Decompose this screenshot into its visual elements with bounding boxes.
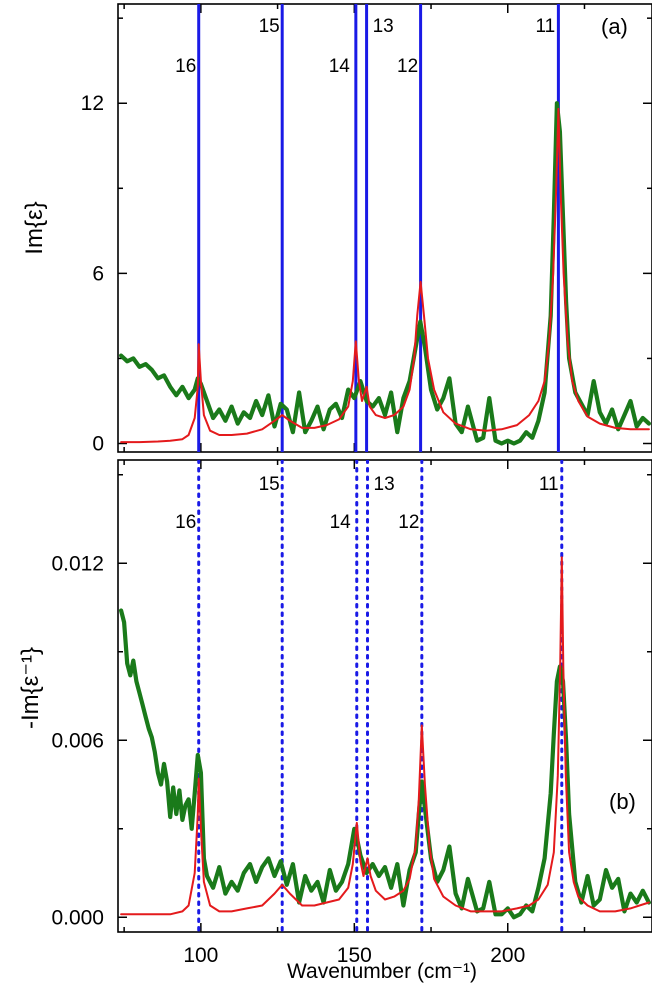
panel-b-frame [117, 459, 652, 933]
panel-b-y-axis-title: -Im{ε⁻¹} [17, 647, 44, 729]
panel-a-label: (a) [601, 14, 628, 39]
series-fit-line [120, 107, 650, 444]
x-tick-label: 150 [337, 944, 372, 967]
mode-label-15: 15 [259, 16, 280, 37]
y-tick-label: 12 [81, 92, 104, 115]
panel-a-y-axis-title: Im{ε} [21, 201, 48, 254]
mode-label-15: 15 [259, 474, 280, 495]
y-tick-label: 0 [92, 432, 104, 455]
x-tick-label: 200 [490, 944, 525, 967]
panel-a-series [118, 101, 652, 446]
mode-label-14: 14 [330, 512, 352, 533]
mode-label-13: 13 [374, 474, 395, 495]
y-tick-label: 0.000 [51, 906, 104, 929]
series-experimental-line [118, 608, 652, 920]
mode-label-13: 13 [373, 16, 394, 37]
mode-label-14: 14 [329, 56, 351, 77]
mode-label-11: 11 [536, 16, 556, 37]
panel-a-x-ticks [123, 4, 586, 452]
panel-b-label: (b) [609, 789, 636, 814]
panel-a-mode-lines [197, 4, 560, 452]
panel-b-y-ticks: 0.000 0.006 0.012 [51, 474, 652, 929]
mode-label-16: 16 [175, 56, 196, 77]
series-fit-line [120, 556, 650, 916]
panel-b-series [118, 556, 652, 920]
y-tick-label: 0.006 [51, 729, 104, 752]
mode-label-12: 12 [397, 56, 418, 77]
panel-b-x-ticks: 100 150 200 [123, 460, 586, 967]
x-axis-title: Wavenumber (cm⁻¹) [287, 960, 477, 983]
panel-a-frame [117, 3, 652, 453]
x-tick-label: 100 [183, 944, 218, 967]
mode-label-12: 12 [398, 512, 419, 533]
series-experimental-line [118, 101, 652, 446]
y-tick-label: 0.012 [51, 552, 104, 575]
panel-b-mode-lines [197, 460, 564, 932]
panel-a-y-ticks: 0 6 12 [81, 17, 652, 455]
mode-label-11: 11 [539, 474, 559, 495]
y-tick-label: 6 [92, 262, 104, 285]
mode-label-16: 16 [175, 512, 196, 533]
